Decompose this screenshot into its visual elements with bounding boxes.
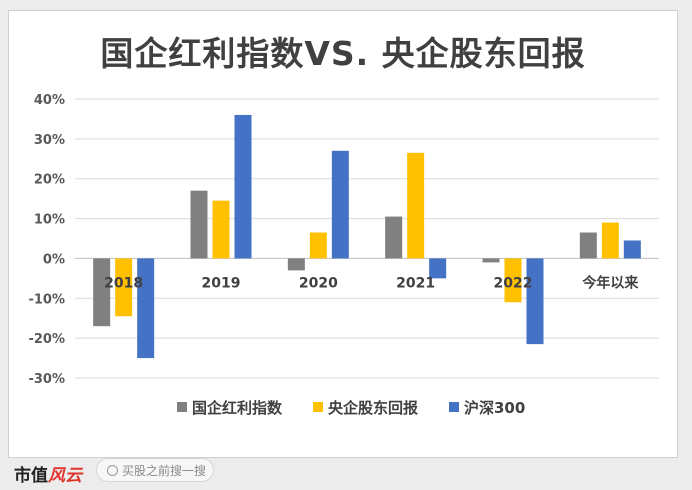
bar xyxy=(601,222,619,259)
bar xyxy=(504,258,522,303)
y-tick-label: -10% xyxy=(28,292,65,307)
footer-bar: 市值风云 买股之前搜一搜 xyxy=(0,458,692,490)
y-tick-label: 40% xyxy=(34,93,65,108)
legend-swatch xyxy=(177,402,187,412)
bar xyxy=(385,216,403,259)
bar xyxy=(309,232,327,259)
search-input[interactable]: 买股之前搜一搜 xyxy=(96,458,214,482)
y-tick-label: 30% xyxy=(34,133,65,148)
bar xyxy=(429,258,447,279)
legend-swatch xyxy=(449,402,459,412)
brand-accent: 风云 xyxy=(48,466,82,486)
brand-text: 市值 xyxy=(14,466,48,486)
y-tick-label: 20% xyxy=(34,173,65,188)
bar xyxy=(115,258,133,317)
bar xyxy=(623,240,641,259)
chart-card: 国企红利指数VS. 央企股东回报 40% 30% 20% 10% 0% -10% -20% -… xyxy=(8,10,678,458)
legend-label: 央企股东回报 xyxy=(328,399,418,417)
bar xyxy=(190,190,208,259)
x-category-label: 2018 xyxy=(104,275,143,291)
bar xyxy=(234,114,252,259)
x-category-label: 今年以来 xyxy=(581,274,639,291)
y-tick-label: 10% xyxy=(34,213,65,228)
bar xyxy=(287,258,305,271)
x-category-label: 2021 xyxy=(396,275,435,291)
search-placeholder: 买股之前搜一搜 xyxy=(122,464,207,478)
chart-title: 国企红利指数VS. 央企股东回报 xyxy=(100,34,586,73)
x-category-label: 2020 xyxy=(299,275,338,291)
bar xyxy=(579,232,597,259)
search-icon xyxy=(107,465,118,476)
x-category-label: 2022 xyxy=(494,275,533,291)
bar xyxy=(407,152,425,259)
bar xyxy=(93,258,111,327)
x-category-label: 2019 xyxy=(202,275,241,291)
legend-label: 国企红利指数 xyxy=(192,399,283,417)
bar xyxy=(331,150,349,259)
y-tick-label: 0% xyxy=(43,252,65,267)
y-tick-label: -20% xyxy=(28,332,65,347)
legend-label: 沪深300 xyxy=(464,399,525,417)
bar-chart: 40% 30% 20% 10% 0% -10% -20% -30% 2018 2019 2020 20… xyxy=(28,93,659,417)
bar xyxy=(212,200,230,259)
bar xyxy=(137,258,155,359)
bar xyxy=(482,258,500,263)
brand-logo: 市值风云 xyxy=(14,461,82,486)
y-tick-label: -30% xyxy=(28,372,65,387)
bar xyxy=(526,258,544,345)
legend-swatch xyxy=(313,402,323,412)
